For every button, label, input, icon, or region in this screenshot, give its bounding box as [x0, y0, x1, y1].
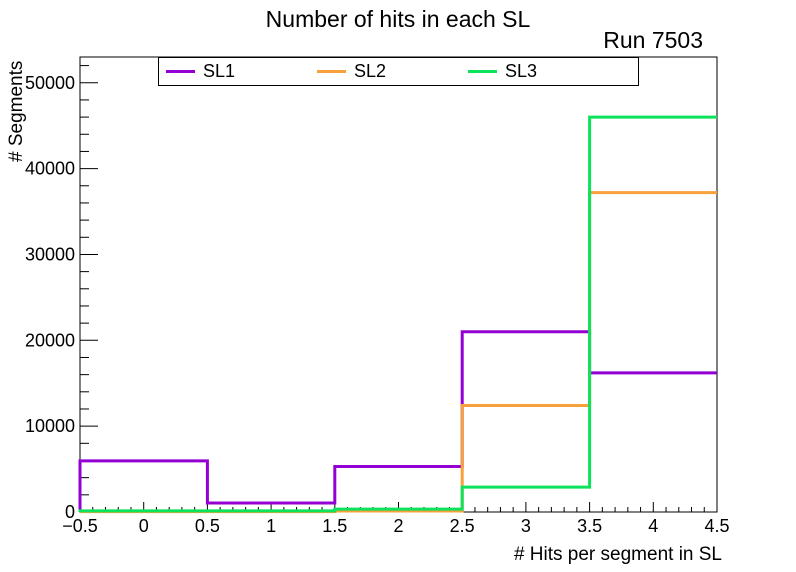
legend-label-sl1: SL1 [203, 61, 236, 81]
chart-title: Number of hits in each SL [265, 6, 531, 32]
svg-text:0.5: 0.5 [195, 516, 220, 536]
svg-text:40000: 40000 [25, 159, 75, 179]
legend-entry-sl3: SL3 [468, 58, 537, 85]
svg-text:30000: 30000 [25, 244, 75, 264]
svg-text:4: 4 [648, 516, 658, 536]
legend-line-sl2 [317, 70, 346, 73]
legend-line-sl1 [166, 70, 195, 73]
svg-text:2: 2 [393, 516, 403, 536]
run-label: Run 7503 [603, 27, 703, 53]
svg-text:10000: 10000 [25, 416, 75, 436]
axis-ticks [79, 65, 718, 513]
x-axis-title: # Hits per segment in SL [513, 544, 722, 565]
legend-entry-sl1: SL1 [166, 58, 235, 85]
plot-frame [79, 56, 718, 513]
svg-text:2.5: 2.5 [450, 516, 475, 536]
svg-text:1.5: 1.5 [322, 516, 347, 536]
svg-text:4.5: 4.5 [704, 516, 729, 536]
legend-label-sl3: SL3 [505, 61, 538, 81]
legend: SL1 SL2 SL3 [158, 57, 639, 86]
svg-text:3.5: 3.5 [577, 516, 602, 536]
svg-text:20000: 20000 [25, 330, 75, 350]
svg-text:0: 0 [65, 502, 75, 522]
svg-text:0: 0 [139, 516, 149, 536]
svg-text:1: 1 [266, 516, 276, 536]
histogram-lines [78, 115, 717, 514]
legend-label-sl2: SL2 [354, 61, 387, 81]
legend-line-sl3 [468, 70, 497, 73]
legend-entry-sl2: SL2 [317, 58, 386, 85]
svg-text:−0.5: −0.5 [62, 516, 98, 536]
svg-text:3: 3 [521, 516, 531, 536]
svg-text:50000: 50000 [25, 73, 75, 93]
